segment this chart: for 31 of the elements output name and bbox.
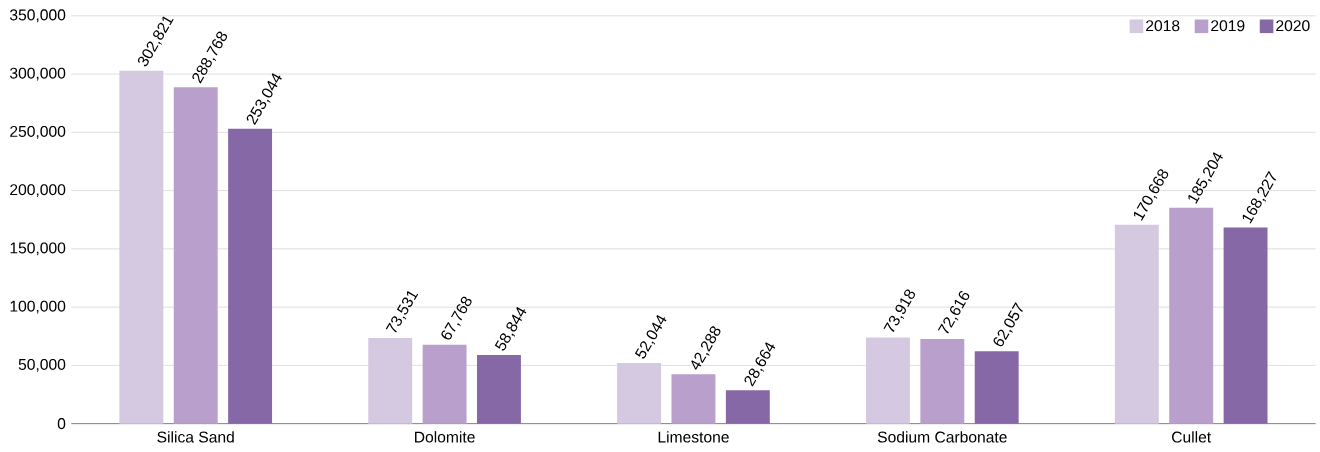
bar <box>173 87 218 424</box>
bar <box>228 128 273 424</box>
y-tick-label: 100,000 <box>10 300 66 314</box>
x-tick-label: Sodium Carbonate <box>877 431 1007 443</box>
bar <box>920 339 965 424</box>
y-tick-label: 150,000 <box>10 242 66 256</box>
bar <box>1114 224 1159 424</box>
bar <box>368 337 413 424</box>
bar <box>866 337 910 424</box>
bar <box>477 355 521 424</box>
bar <box>725 390 770 424</box>
bar <box>422 344 467 424</box>
y-tick-label: 0 <box>57 418 66 430</box>
legend-label: 2019 <box>1211 20 1245 32</box>
x-tick-label: Cullet <box>1172 431 1212 443</box>
bar <box>119 70 164 424</box>
bar <box>974 351 1019 424</box>
y-tick-label: 300,000 <box>9 67 66 81</box>
x-tick-label: Limestone <box>658 431 729 443</box>
y-tick-label: 50,000 <box>18 358 66 372</box>
legend-label: 2018 <box>1146 20 1180 32</box>
y-tick-label: 250,000 <box>10 125 66 139</box>
bar <box>671 374 716 424</box>
y-tick-label: 200,000 <box>10 184 66 198</box>
bar <box>617 362 662 424</box>
bar <box>1169 207 1214 424</box>
y-tick-label: 350,000 <box>9 9 66 23</box>
x-tick-label: Silica Sand <box>157 431 234 443</box>
x-tick-label: Dolomite <box>415 431 475 443</box>
legend-label: 2020 <box>1276 20 1310 32</box>
bar <box>1223 227 1268 424</box>
